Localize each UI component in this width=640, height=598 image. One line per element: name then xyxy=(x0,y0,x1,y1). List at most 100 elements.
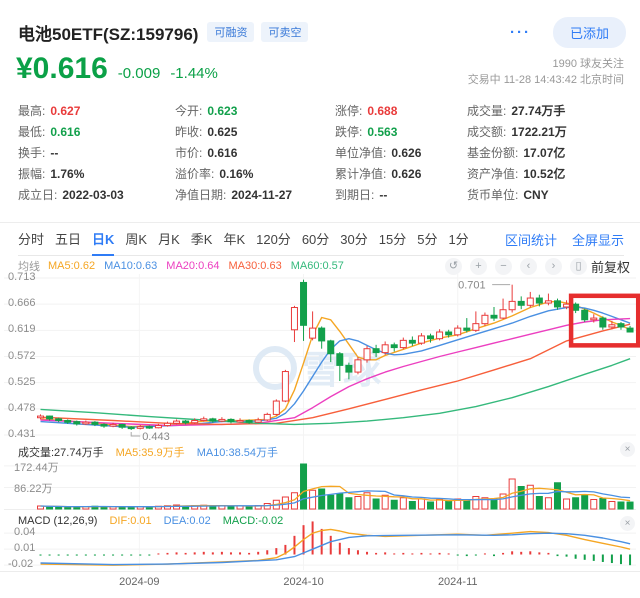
volume-bar xyxy=(599,498,607,510)
adjust-mode-dropdown[interactable]: 前复权 xyxy=(590,259,630,275)
info-cell-currency: 货币单位: CNY xyxy=(467,187,549,203)
tab-15min[interactable]: 15分 xyxy=(378,231,407,247)
zoom-out-icon[interactable]: − xyxy=(494,257,512,275)
reset-zoom-icon[interactable]: ↺ xyxy=(444,257,462,275)
volume-bar xyxy=(64,506,72,510)
candle-body xyxy=(490,314,498,319)
tab-60min[interactable]: 60分 xyxy=(301,231,330,247)
pan-right-icon[interactable]: › xyxy=(544,257,562,275)
macd-pane-close-icon[interactable]: × xyxy=(620,516,635,531)
info-cell-prev-close: 昨收: 0.625 xyxy=(175,124,238,140)
tab-weekly-k[interactable]: 周K xyxy=(125,231,148,247)
volume-pane-close-icon[interactable]: × xyxy=(620,442,635,457)
volume-axis-label: 86.22万 xyxy=(14,483,53,496)
macd-axis-label: -0.02 xyxy=(8,558,34,571)
ma-line-ma60 xyxy=(40,358,631,426)
candle-body xyxy=(91,421,99,425)
tab-1min[interactable]: 1分 xyxy=(448,231,469,247)
candle-body xyxy=(526,297,534,306)
dif-line xyxy=(40,528,631,566)
candle-body xyxy=(354,359,362,373)
volume-bar xyxy=(553,482,561,510)
candle-body xyxy=(218,418,226,422)
tab-monthly-k[interactable]: 月K xyxy=(158,231,180,247)
volume-ma10-value: MA10:38.54万手 xyxy=(196,447,279,459)
volume-bar xyxy=(499,493,507,510)
volume-bar xyxy=(463,499,471,510)
candle-body xyxy=(399,339,407,349)
info-cell-market-price: 市价: 0.616 xyxy=(175,145,238,161)
info-cell-unit-nav: 单位净值: 0.626 xyxy=(335,145,422,161)
price-axis-label: 0.525 xyxy=(8,375,36,388)
followers-count: 1990 球友关注 xyxy=(552,58,624,70)
chart-toolbar: ↺ + − ‹ › ▯ xyxy=(444,257,587,275)
screenshot-icon[interactable]: ▯ xyxy=(569,257,587,275)
candle-body xyxy=(508,300,516,311)
fullscreen-link[interactable]: 全屏显示 xyxy=(571,232,624,248)
volume-bar xyxy=(381,494,389,510)
price-axis-label: 0.666 xyxy=(8,297,36,310)
pan-left-icon[interactable]: ‹ xyxy=(519,257,537,275)
volume-bar xyxy=(563,498,571,510)
ma10-legend: MA10:0.63 xyxy=(104,260,158,272)
volume-bar xyxy=(472,496,480,510)
info-cell-open: 今开: 0.623 xyxy=(175,103,238,119)
info-cell-amplitude: 振幅: 1.76% xyxy=(18,166,85,182)
volume-bar xyxy=(227,505,235,510)
stock-title: 电池50ETF(SZ:159796) xyxy=(18,24,199,44)
volume-bar xyxy=(163,505,171,510)
period-tabs: 分时 五日 日K 周K 月K 季K 年K 120分 60分 30分 15分 5分 1分 xyxy=(18,229,469,256)
price-axis-label: 0.572 xyxy=(8,349,36,362)
tab-5day[interactable]: 五日 xyxy=(55,231,82,247)
added-button[interactable]: 已添加 xyxy=(552,16,626,48)
volume-bar xyxy=(300,463,308,510)
low-annotation-label: 0.443 xyxy=(142,431,170,443)
macd-axis-label: 0.04 xyxy=(14,526,36,539)
more-button[interactable]: ··· xyxy=(509,23,531,41)
volume-bar xyxy=(572,497,580,510)
volume-bar xyxy=(309,489,317,510)
tab-120min[interactable]: 120分 xyxy=(256,231,291,247)
macd-params: MACD (12,26,9) xyxy=(18,515,98,527)
candle-body xyxy=(200,418,208,422)
range-stats-link[interactable]: 区间统计 xyxy=(504,232,557,248)
candle-body xyxy=(154,425,162,429)
volume-bar xyxy=(345,497,353,510)
volume-bar xyxy=(427,501,435,510)
candle-body xyxy=(290,307,298,331)
candle-body xyxy=(82,421,90,425)
margin-badge: 可融资 xyxy=(207,22,255,42)
tab-30min[interactable]: 30分 xyxy=(340,231,368,247)
candle-body xyxy=(209,418,217,422)
tab-daily-k[interactable]: 日K xyxy=(92,229,115,256)
price-axis-label: 0.713 xyxy=(8,271,36,283)
section-divider xyxy=(0,222,640,223)
candle-body xyxy=(55,418,63,422)
tab-5min[interactable]: 5分 xyxy=(417,231,438,247)
x-axis-label: 2024-09 xyxy=(119,576,160,588)
watermark-logo-icon xyxy=(253,346,297,390)
candle-body xyxy=(163,422,171,427)
volume-bar xyxy=(436,499,444,510)
candle-body xyxy=(463,327,471,331)
x-axis-label: 2024-10 xyxy=(283,576,324,588)
candle-body xyxy=(372,348,380,354)
volume-bar xyxy=(245,506,253,510)
volume-axis-label: 172.44万 xyxy=(14,461,59,474)
ma5-legend: MA5:0.62 xyxy=(48,260,96,272)
current-price: ¥0.616 xyxy=(16,52,108,85)
volume-bar xyxy=(417,498,425,510)
volume-ma5-value: MA5:35.9万手 xyxy=(115,447,185,459)
tab-quarterly-k[interactable]: 季K xyxy=(190,231,213,247)
candle-body xyxy=(363,348,371,361)
zoom-in-icon[interactable]: + xyxy=(469,257,487,275)
tab-yearly-k[interactable]: 年K xyxy=(223,231,246,247)
candle-body xyxy=(454,327,462,336)
info-cell-high: 最高: 0.627 xyxy=(18,103,81,119)
ma20-legend: MA20:0.64 xyxy=(166,260,220,272)
info-cell-amount: 成交额: 1722.21万 xyxy=(467,125,567,139)
tab-minute[interactable]: 分时 xyxy=(18,231,45,247)
price-axis-label: 0.619 xyxy=(8,323,36,336)
candle-body xyxy=(390,344,398,349)
